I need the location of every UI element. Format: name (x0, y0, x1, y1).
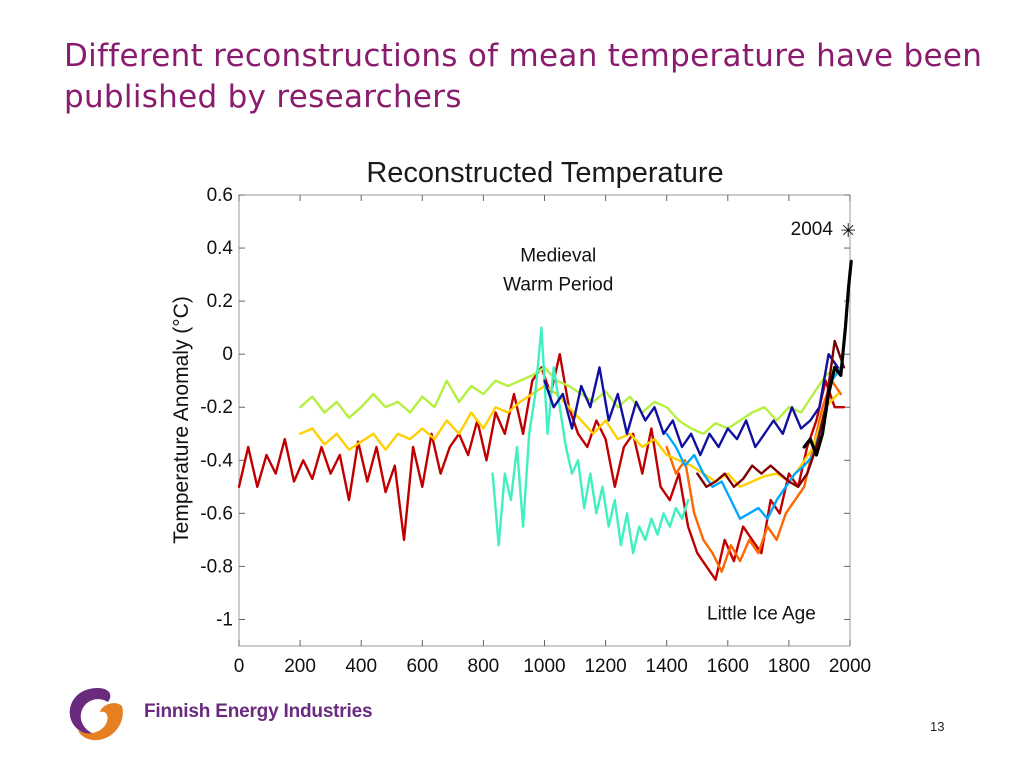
x-tick-label: 800 (468, 656, 500, 677)
y-tick-label: 0 (222, 344, 233, 365)
annotation-label: Little Ice Age (707, 603, 816, 624)
x-tick-label: 200 (284, 656, 316, 677)
x-tick-label: 2000 (829, 656, 871, 677)
series-line-0 (237, 353, 846, 581)
axis-ticks: 0 200 400 600 800 1000 1200 1400 1600 1800 2000 0.6… (200, 185, 871, 677)
x-tick-label: 600 (406, 656, 438, 677)
x-tick-label: 1800 (768, 656, 810, 677)
finnish-energy-logo-icon (69, 688, 123, 741)
chart-title: Reconstructed Temperature (366, 157, 723, 189)
series-line-6 (543, 353, 839, 457)
y-tick-label: 0.2 (207, 291, 233, 312)
y-tick-label: -0.4 (200, 450, 233, 471)
annotations: Medieval Warm Period Little Ice Age 2004 ✳ (503, 219, 856, 625)
series-line-2 (298, 384, 839, 488)
y-tick-label: 0.6 (207, 185, 233, 206)
annotation-label: 2004 (791, 219, 834, 240)
y-tick-label: -0.6 (200, 503, 233, 524)
series-line-8 (802, 259, 853, 457)
x-tick-label: 0 (234, 656, 245, 677)
series-line-4 (491, 326, 690, 555)
x-tick-label: 1000 (523, 656, 565, 677)
logo-text: Finnish Energy Industries (144, 701, 373, 722)
y-tick-label: 0.4 (207, 238, 234, 259)
y-tick-label: -0.2 (200, 397, 233, 418)
page-number: 13 (930, 719, 945, 734)
y-tick-label: -1 (216, 609, 233, 630)
series-line-1 (665, 379, 842, 573)
y-axis-label: Temperature Anomaly (°C) (170, 296, 193, 544)
x-tick-label: 1600 (707, 656, 749, 677)
logo-orange-swirl (78, 703, 123, 741)
asterisk-marker-icon: ✳ (840, 221, 856, 242)
series-line-7 (696, 339, 846, 488)
slide-title: Different reconstructions of mean temper… (64, 38, 983, 115)
y-tick-label: -0.8 (200, 556, 233, 577)
series-line-3 (298, 366, 839, 435)
x-tick-label: 400 (345, 656, 377, 677)
x-tick-label: 1200 (584, 656, 626, 677)
annotation-label: Medieval (520, 245, 596, 266)
series-group (237, 259, 853, 581)
annotation-label: Warm Period (503, 275, 613, 296)
x-tick-label: 1400 (646, 656, 688, 677)
logo-purple-swirl (69, 688, 111, 735)
